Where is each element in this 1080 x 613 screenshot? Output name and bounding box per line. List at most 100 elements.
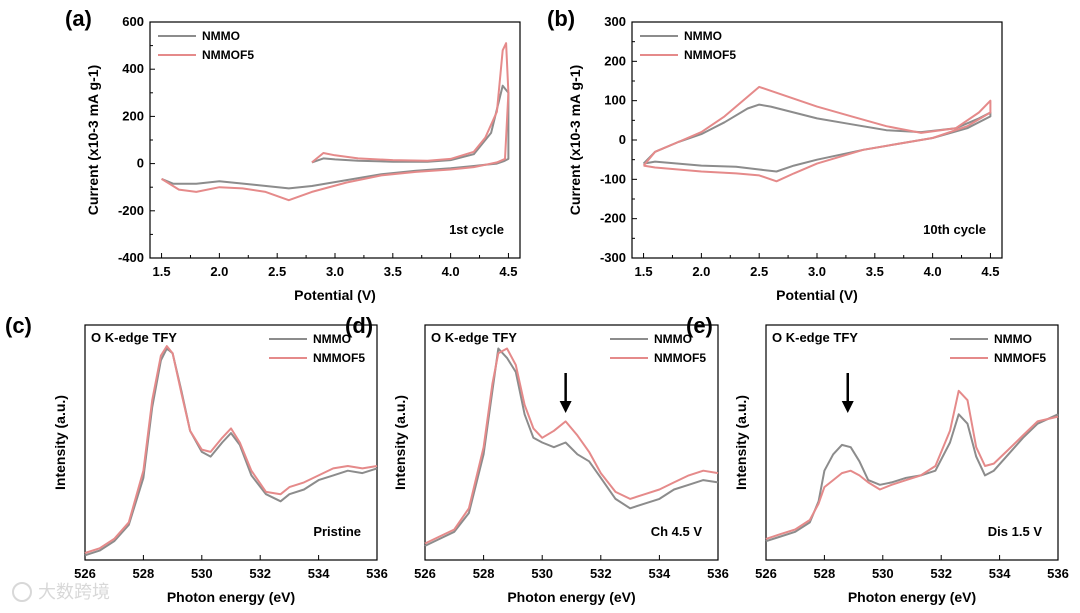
y-axis-label: Intensity (a.u.) (392, 395, 408, 490)
x-tick-label: 526 (414, 566, 436, 581)
x-tick-label: 532 (590, 566, 612, 581)
legend-label: NMMO (654, 332, 692, 346)
y-axis-label: Intensity (a.u.) (52, 395, 68, 490)
y-axis-label: Intensity (a.u.) (733, 395, 749, 490)
x-tick-label: 3.0 (808, 264, 826, 279)
legend-label: NMMOF5 (994, 351, 1046, 365)
inset-title: O K-edge TFY (431, 330, 517, 345)
x-tick-label: 532 (249, 566, 271, 581)
inset-title: O K-edge TFY (772, 330, 858, 345)
x-tick-label: 4.0 (442, 264, 460, 279)
x-tick-label: 534 (989, 566, 1011, 581)
series-line-nmmof5 (765, 389, 1059, 540)
x-tick-label: 2.0 (210, 264, 228, 279)
x-tick-label: 536 (707, 566, 729, 581)
legend-label: NMMOF5 (684, 48, 736, 62)
x-tick-label: 528 (133, 566, 155, 581)
legend-label: NMMOF5 (313, 351, 365, 365)
y-axis-label: Current (x10-3 mA g-1) (567, 65, 583, 215)
panel-label: (e) (686, 313, 713, 338)
x-tick-label: 528 (473, 566, 495, 581)
y-axis-label: Current (x10-3 mA g-1) (85, 65, 101, 215)
y-tick-label: -200 (118, 203, 144, 218)
x-tick-label: 2.5 (750, 264, 768, 279)
series-line-nmmof5 (161, 42, 510, 202)
watermark-text: 大数跨境 (38, 582, 110, 603)
series-line-nmmof5 (642, 85, 992, 183)
watermark-logo-icon (12, 582, 32, 602)
series-line-nmmo (424, 347, 719, 547)
panel-d: (d) 526 528 530 532 534 536 Photon energy (eV) I… (345, 313, 729, 605)
x-axis-label: Potential (V) (776, 287, 858, 303)
plot-frame (424, 324, 719, 561)
annotation-label: Pristine (313, 524, 361, 539)
x-axis-label: Potential (V) (294, 287, 376, 303)
arrow-down-icon (559, 401, 572, 413)
y-tick-label: -400 (118, 250, 144, 265)
series-line-nmmof5 (424, 347, 719, 545)
annotation-label: Ch 4.5 V (651, 524, 703, 539)
watermark: 大数跨境 (12, 582, 110, 603)
y-tick-label: 100 (604, 93, 626, 108)
plot-frame (765, 324, 1059, 561)
x-tick-label: 534 (649, 566, 671, 581)
x-tick-label: 536 (366, 566, 388, 581)
annotation-label: Dis 1.5 V (988, 524, 1043, 539)
panel-e: (e) 526 528 530 532 534 536 Photon energy (eV) I… (686, 313, 1069, 605)
series-line-nmmo (642, 103, 992, 173)
x-tick-label: 534 (308, 566, 330, 581)
x-tick-label: 1.5 (153, 264, 171, 279)
y-tick-label: 300 (604, 14, 626, 29)
annotation-label: 1st cycle (449, 222, 504, 237)
series-line-nmmo (161, 84, 510, 190)
x-tick-label: 530 (191, 566, 213, 581)
inset-title: O K-edge TFY (91, 330, 177, 345)
x-tick-label: 526 (74, 566, 96, 581)
x-tick-label: 3.5 (384, 264, 402, 279)
x-tick-label: 532 (930, 566, 952, 581)
x-tick-label: 3.5 (866, 264, 884, 279)
panel-label: (b) (547, 6, 575, 31)
y-tick-label: 0 (137, 156, 144, 171)
x-tick-label: 3.0 (326, 264, 344, 279)
annotation-label: 10th cycle (923, 222, 986, 237)
y-tick-label: -300 (600, 250, 626, 265)
x-tick-label: 2.5 (268, 264, 286, 279)
series-line-nmmo (765, 413, 1059, 543)
panel-label: (a) (65, 6, 92, 31)
legend-label: NMMO (684, 29, 722, 43)
panel-a: (a) 1.5 2.0 2.5 3.0 3.5 4.0 4.5 -400 -200 0 200 400 6… (65, 6, 521, 303)
x-axis-label: Photon energy (eV) (507, 589, 635, 605)
x-tick-label: 4.5 (499, 264, 517, 279)
y-tick-label: -100 (600, 171, 626, 186)
x-axis-label: Photon energy (eV) (167, 589, 295, 605)
legend-label: NMMO (313, 332, 351, 346)
panel-label: (d) (345, 313, 373, 338)
legend-label: NMMO (994, 332, 1032, 346)
legend-label: NMMO (202, 29, 240, 43)
x-tick-label: 1.5 (635, 264, 653, 279)
y-tick-label: 400 (122, 61, 144, 76)
y-tick-label: 0 (619, 132, 626, 147)
panel-label: (c) (5, 313, 32, 338)
x-tick-label: 530 (872, 566, 894, 581)
x-tick-label: 530 (531, 566, 553, 581)
x-tick-label: 2.0 (692, 264, 710, 279)
plot-frame (84, 324, 378, 561)
x-tick-label: 528 (814, 566, 836, 581)
panel-b: (b) 1.5 2.0 2.5 3.0 3.5 4.0 4.5 -300 -200 -100 0 100… (547, 6, 1003, 303)
legend-label: NMMOF5 (202, 48, 254, 62)
arrow-down-icon (841, 401, 854, 413)
x-tick-label: 536 (1047, 566, 1069, 581)
x-tick-label: 4.0 (924, 264, 942, 279)
x-axis-label: Photon energy (eV) (848, 589, 976, 605)
y-tick-label: 200 (604, 53, 626, 68)
x-tick-label: 526 (755, 566, 777, 581)
y-tick-label: 600 (122, 14, 144, 29)
panel-c: (c) 526 528 530 532 534 536 Photon energy (eV) I… (5, 313, 388, 605)
x-tick-label: 4.5 (981, 264, 999, 279)
series-line-nmmof5 (84, 345, 378, 554)
y-tick-label: 200 (122, 108, 144, 123)
y-tick-label: -200 (600, 211, 626, 226)
